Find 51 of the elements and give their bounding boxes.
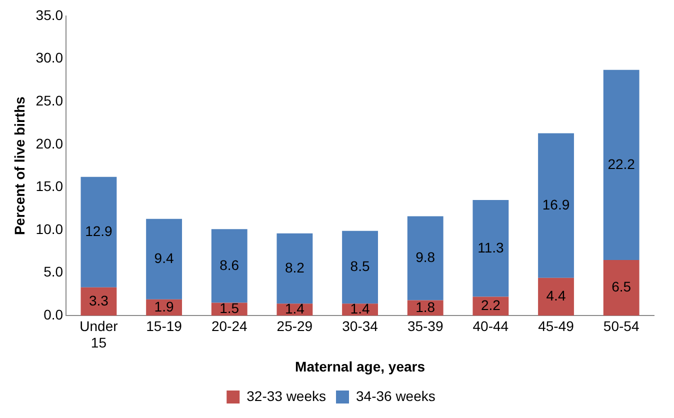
legend-label: 32-33 weeks <box>246 388 326 404</box>
bar <box>276 233 313 304</box>
x-tick-label: 25-29 <box>276 318 313 334</box>
bar <box>472 200 509 297</box>
bar <box>603 70 640 260</box>
bar <box>80 176 117 288</box>
x-tick-label: Under 15 <box>80 318 118 351</box>
data-label: 11.3 <box>478 239 504 256</box>
data-label: 2.2 <box>480 297 501 314</box>
data-label: 8.5 <box>350 258 370 274</box>
data-label: 1.4 <box>350 300 370 316</box>
data-label: 1.5 <box>220 300 240 316</box>
data-label: 8.6 <box>220 256 240 273</box>
bar <box>211 229 248 303</box>
y-tick-label: 10.0 <box>36 220 64 237</box>
data-label: 1.9 <box>154 298 174 314</box>
bar <box>603 260 640 316</box>
y-tick-label: 20.0 <box>36 135 64 152</box>
data-label: 9.4 <box>154 250 174 266</box>
x-tick-label: 15-19 <box>146 318 182 334</box>
legend-label: 34-36 weeks <box>356 388 436 404</box>
data-label: 4.4 <box>546 288 566 304</box>
x-tick-label: 20-24 <box>211 318 248 334</box>
data-label: 3.3 <box>88 292 109 308</box>
y-axis-title: Percent of live births <box>11 96 28 236</box>
bar <box>538 133 574 278</box>
x-tick-label: 35-39 <box>407 318 444 334</box>
y-tick-label: 35.0 <box>36 6 64 23</box>
data-label: 9.8 <box>416 249 436 266</box>
x-tick-label: 40-44 <box>472 318 509 334</box>
data-label: 12.9 <box>85 223 113 239</box>
bar <box>80 287 117 316</box>
bar <box>538 278 574 316</box>
x-tick-label: 50-54 <box>603 318 640 334</box>
data-label: 1.4 <box>284 300 305 316</box>
bar <box>146 218 182 300</box>
x-tick-label: 45-49 <box>538 318 574 334</box>
y-tick-label: 30.0 <box>36 50 64 66</box>
y-tick-label: 15.0 <box>36 178 64 194</box>
data-label: 16.9 <box>542 196 570 212</box>
data-label: 1.8 <box>416 298 436 315</box>
x-axis-title: Maternal age, years <box>295 358 426 374</box>
bar <box>407 216 444 300</box>
data-label: 22.2 <box>608 156 636 172</box>
y-tick-label: 25.0 <box>36 92 64 108</box>
y-tick-label: 5.0 <box>44 264 64 280</box>
data-label: 8.2 <box>284 259 305 276</box>
y-tick-label: 0.0 <box>44 306 64 322</box>
x-tick-label: 30-34 <box>342 318 378 334</box>
data-label: 6.5 <box>612 278 632 295</box>
bar <box>342 230 378 304</box>
